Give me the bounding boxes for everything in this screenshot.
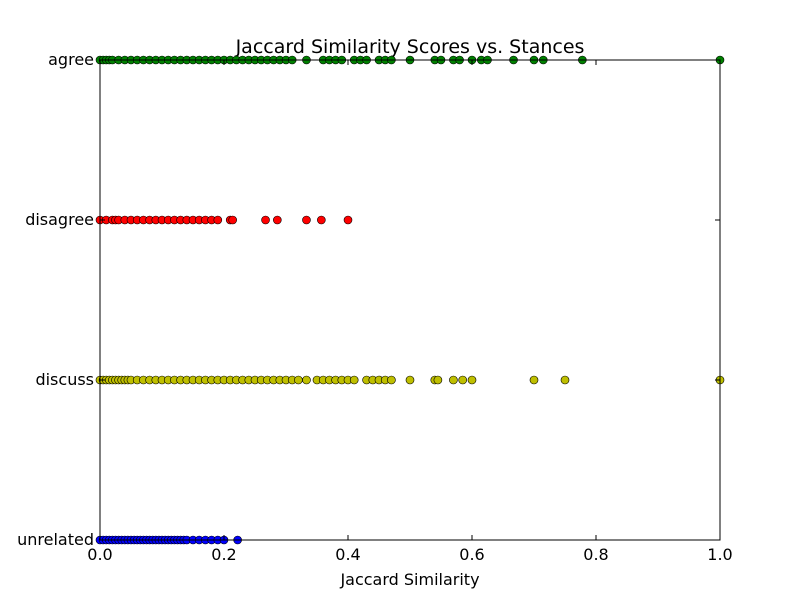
data-point-disagree-20: [213, 215, 223, 225]
x-tick-label-0: 0.0: [87, 545, 112, 564]
data-point-discuss-37: [294, 375, 303, 385]
y-tick-label-agree: agree: [48, 50, 94, 69]
x-tick-label-3: 0.6: [459, 545, 484, 564]
data-point-disagree-27: [343, 215, 353, 225]
data-point-disagree-23: [261, 215, 270, 225]
data-point-discuss-45: [349, 375, 359, 385]
data-point-discuss-56: [467, 375, 477, 385]
data-point-discuss-54: [449, 375, 458, 385]
data-point-discuss-38: [302, 375, 311, 385]
data-point-discuss-58: [560, 375, 570, 385]
x-tick-labels: 0.0 0.2 0.4 0.6 0.8 1.0: [87, 545, 732, 564]
y-tick-label-unrelated: unrelated: [17, 530, 94, 549]
x-tick-label-1: 0.2: [211, 545, 236, 564]
y-tick-label-disagree: disagree: [25, 210, 94, 229]
data-point-discuss-53: [433, 375, 443, 385]
data-point-discuss-51: [405, 375, 415, 385]
x-tick-label-5: 1.0: [707, 545, 732, 564]
data-points: [95, 55, 725, 545]
y-tick-labels: unrelated discuss disagree agree: [17, 50, 94, 549]
data-point-disagree-24: [273, 215, 282, 225]
x-tick-label-2: 0.4: [335, 545, 360, 564]
x-axis-label: Jaccard Similarity: [339, 570, 479, 589]
chart-title: Jaccard Similarity Scores vs. Stances: [235, 36, 585, 58]
data-point-discuss-55: [458, 375, 468, 385]
data-point-disagree-25: [302, 215, 311, 225]
data-point-discuss-57: [529, 375, 539, 385]
axis-ticks: [99, 59, 721, 541]
data-point-discuss-50: [387, 375, 396, 385]
x-tick-label-4: 0.8: [583, 545, 608, 564]
data-point-disagree-22: [228, 215, 237, 225]
data-point-disagree-26: [317, 215, 326, 225]
y-tick-label-discuss: discuss: [35, 370, 94, 389]
plot-frame: [99, 59, 721, 541]
